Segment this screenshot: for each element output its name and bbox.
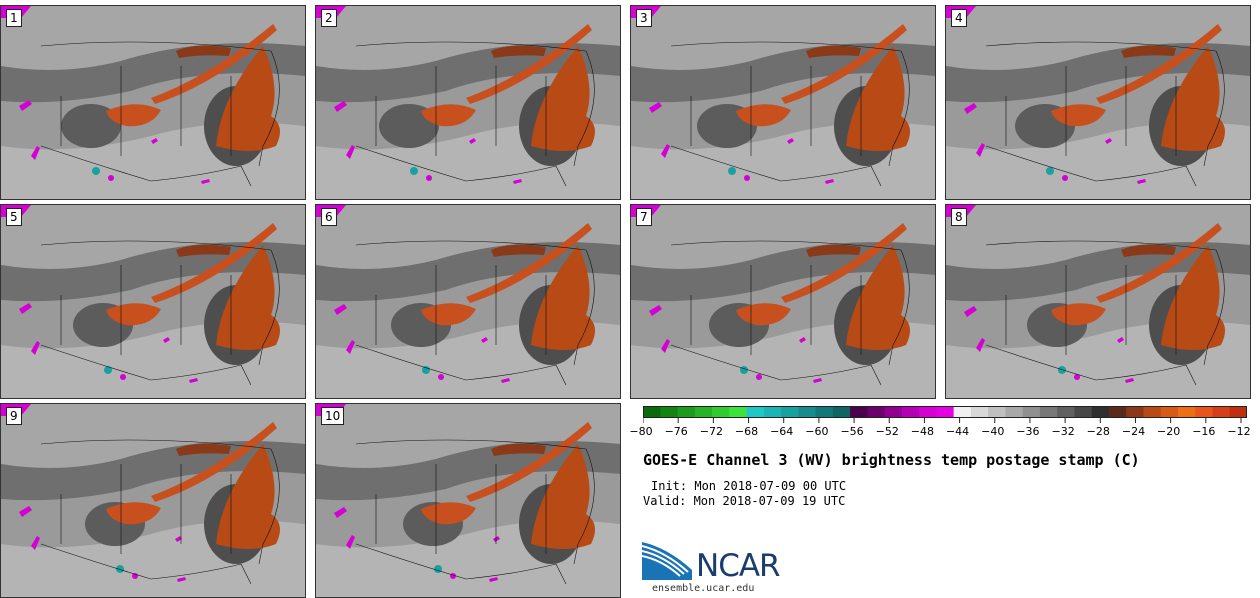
colorbar-swatch	[1229, 406, 1247, 418]
colorbar-tick-label: −24	[1121, 425, 1146, 438]
init-time: Init: Mon 2018-07-09 00 UTC	[651, 479, 847, 493]
colorbar-swatch	[677, 406, 696, 418]
panel-number: 4	[951, 9, 967, 27]
colorbar-swatch	[763, 406, 782, 418]
panel-number: 10	[321, 407, 345, 425]
ncar-logo-icon	[642, 540, 694, 580]
colorbar-tick-label: −76	[664, 425, 688, 438]
panel-8: 8	[945, 204, 1251, 399]
colorbar-tick-label: −52	[875, 425, 899, 438]
colorbar-tick-label: −68	[734, 425, 759, 438]
colorbar-tick-label: −48	[910, 425, 935, 438]
colorbar-tick-label: −28	[1086, 425, 1110, 438]
colorbar-tick-label: −56	[840, 425, 864, 438]
colorbar-tick-label: −60	[805, 425, 829, 438]
panel-7: 7	[630, 204, 936, 399]
panel-9: 9	[0, 403, 306, 598]
colorbar-swatch	[746, 406, 765, 418]
colorbar-swatch	[832, 406, 851, 418]
colorbar-swatch	[850, 406, 868, 418]
colorbar-swatch	[660, 406, 679, 418]
colorbar-swatch	[643, 406, 661, 418]
panel-2: 2	[315, 5, 621, 200]
colorbar-swatch	[936, 406, 955, 418]
panel-number: 5	[6, 208, 22, 226]
site-url: ensemble.ucar.edu	[652, 583, 755, 594]
colorbar-swatch	[953, 406, 972, 418]
panel-number: 7	[636, 208, 652, 226]
colorbar-tick-label: −64	[770, 425, 794, 438]
panel-number: 8	[951, 208, 967, 226]
colorbar-tick-label: −44	[945, 425, 970, 438]
colorbar-swatch	[815, 406, 834, 418]
colorbar-swatch	[1074, 406, 1093, 418]
colorbar-swatch	[729, 406, 748, 418]
panel-number: 3	[636, 9, 652, 27]
valid-time: Valid: Mon 2018-07-09 19 UTC	[643, 494, 846, 508]
panel-5: 5	[0, 204, 306, 399]
colorbar-tick-label: −40	[981, 425, 1005, 438]
colorbar-swatch	[1177, 406, 1196, 418]
colorbar-swatch	[867, 406, 886, 418]
colorbar-tick-label: −72	[699, 425, 723, 438]
colorbar-swatch	[798, 406, 817, 418]
colorbar-swatch	[1005, 406, 1024, 418]
panel-number: 9	[6, 407, 22, 425]
chart-title: GOES-E Channel 3 (WV) brightness temp po…	[643, 451, 1140, 469]
colorbar-swatch	[1057, 406, 1075, 418]
colorbar-swatch	[1143, 406, 1162, 418]
panel-number: 2	[321, 9, 337, 27]
colorbar-tick-label: −12	[1227, 425, 1251, 438]
colorbar-swatch	[1091, 406, 1110, 418]
colorbar-swatch	[1212, 406, 1231, 418]
ncar-logo-text: NCAR	[696, 548, 781, 584]
colorbar-swatch	[919, 406, 937, 418]
panel-3: 3	[630, 5, 936, 200]
panel-10: 10	[315, 403, 621, 598]
colorbar-swatch	[884, 406, 903, 418]
colorbar-swatch	[970, 406, 989, 418]
colorbar-swatch	[694, 406, 713, 418]
colorbar-swatch	[1108, 406, 1127, 418]
colorbar-frame	[643, 406, 1247, 418]
colorbar-tick-label: −36	[1016, 425, 1040, 438]
colorbar-tick-label: −16	[1192, 425, 1216, 438]
colorbar-swatch	[1160, 406, 1179, 418]
colorbar-swatch	[712, 406, 730, 418]
panel-4: 4	[945, 5, 1251, 200]
colorbar	[643, 406, 1247, 423]
panel-6: 6	[315, 204, 621, 399]
colorbar-swatch	[1195, 406, 1213, 418]
colorbar-swatch	[901, 406, 920, 418]
colorbar-swatch	[781, 406, 799, 418]
panel-1: 1	[0, 5, 306, 200]
colorbar-swatch	[1126, 406, 1144, 418]
panel-number: 1	[6, 9, 22, 27]
colorbar-tick-label: −20	[1157, 425, 1181, 438]
colorbar-tick-label: −32	[1051, 425, 1075, 438]
colorbar-swatch	[988, 406, 1006, 418]
panel-number: 6	[321, 208, 337, 226]
colorbar-tick-label: −80	[629, 425, 653, 438]
colorbar-swatch	[1039, 406, 1058, 418]
colorbar-swatch	[1022, 406, 1041, 418]
